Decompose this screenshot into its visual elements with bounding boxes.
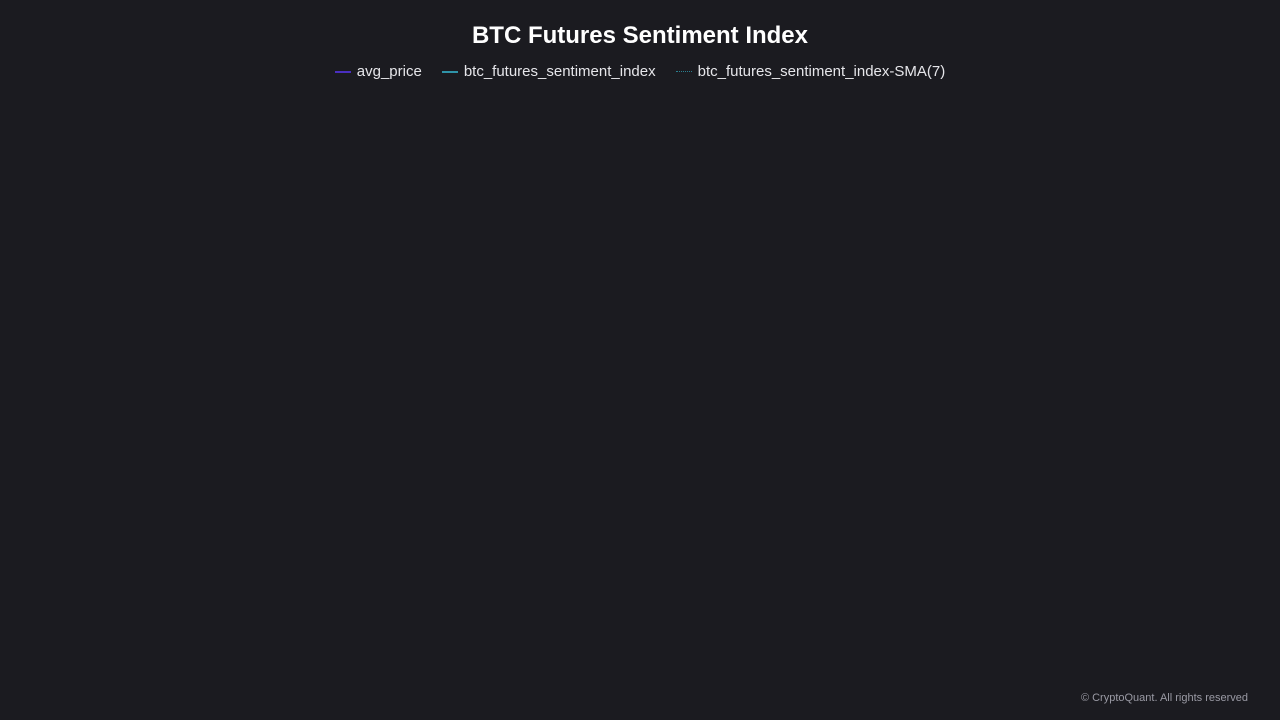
x-tick-label: 2025 Mar [1042,669,1093,683]
y-left-tick-label: 110K [28,93,60,109]
x-tick-label: 2024 Nov [671,669,722,683]
y-left-tick-label: 65K [35,463,61,479]
series-line [77,126,1208,645]
legend-swatch [441,70,458,73]
legend-swatch [334,70,351,73]
y-left-tick-label: 75K [35,362,61,378]
x-tick-label: 2024 Aug [387,669,438,683]
x-tick-label: 2024 Jun [199,669,248,683]
y-left-tick-label: 50K [35,647,61,663]
x-tick-label: 2024 Oct [576,669,625,683]
series-btc_futures_sentiment_index-SMA(7) [77,248,1207,586]
legend-item-avg-price[interactable]: avg_price [334,63,422,80]
y-left-tick-label: 55K [35,580,61,596]
legend-item-sentiment[interactable]: btc_futures_sentiment_index [441,63,656,80]
legend-swatch [675,71,692,72]
plot-background [78,101,1216,655]
y-right-tick-label: 0.4 [1234,415,1254,431]
x-tick-label: 2025 Feb [956,669,1007,683]
series-line [77,248,1207,586]
y-left-tick-label: 95K [35,196,61,212]
watermark: CryptoQuant [522,349,771,398]
y-right-tick-label: 0 [1234,647,1242,663]
x-tick-label: 2024 Jul [293,669,338,683]
y-left-tick-label: 85K [35,274,61,290]
chart-title: BTC Futures Sentiment Index [471,22,809,49]
y-left-tick-label: 70K [35,411,61,427]
legend-label: avg_price [356,63,422,80]
copyright: © CryptoQuant. All rights reserved [1080,692,1248,704]
legend-label: btc_futures_sentiment_index-SMA(7) [697,63,946,80]
x-tick-label: 2025 Jan [860,669,909,683]
legend: avg_price btc_futures_sentiment_index bt… [0,63,1280,80]
x-tick-label: 2024 Sep [482,669,534,683]
series-avg_price [77,139,1207,605]
y-left-tick-label: 100K [27,160,60,176]
legend-item-sma[interactable]: btc_futures_sentiment_index-SMA(7) [675,63,946,80]
y-left-tick-label: 80K [35,317,61,333]
y-right-tick-label: 0.6 [1234,299,1254,315]
x-tick-label: 2025 Apr [1139,669,1187,683]
y-left-tick-label: 90K [35,234,61,250]
y-right-tick-label: 0.2 [1234,531,1254,547]
y-left-tick-label: 105K [27,126,60,142]
y-right-tick-label: 0.8 [1234,183,1254,199]
legend-label: btc_futures_sentiment_index [463,63,656,80]
x-tick-label: 2024 May [101,669,154,683]
series-btc_futures_sentiment_index [77,126,1208,645]
y-left-tick-label: 60K [35,519,61,535]
series-line [77,139,1207,605]
x-tick-label: 2024 Dec [764,669,815,683]
